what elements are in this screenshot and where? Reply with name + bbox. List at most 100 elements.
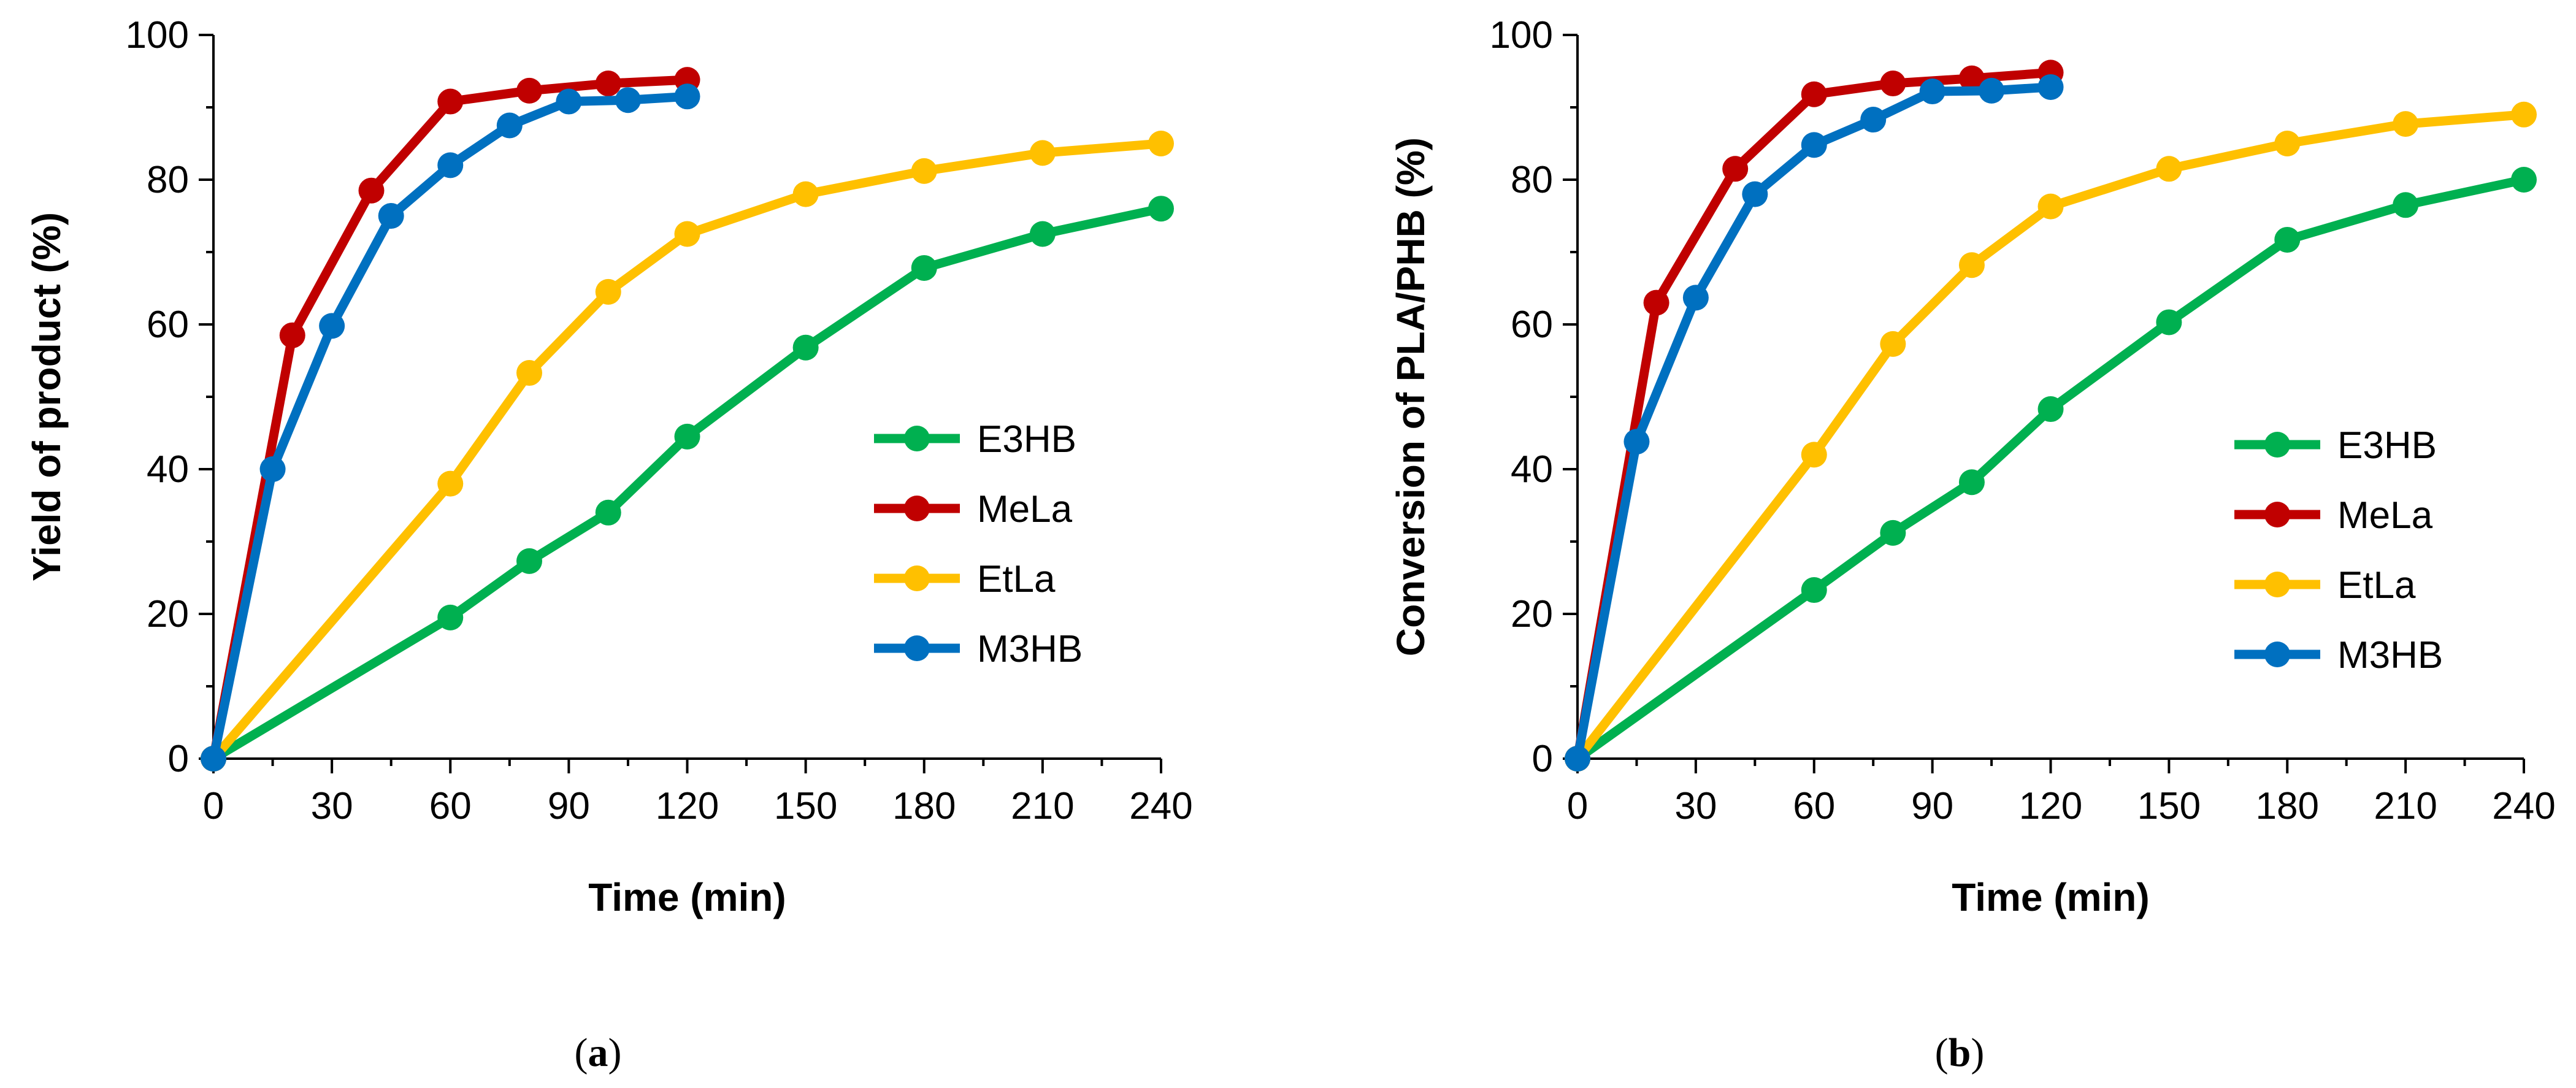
data-point <box>358 177 385 204</box>
data-point <box>496 112 523 139</box>
x-tick-label: 210 <box>2374 785 2437 827</box>
data-point <box>1148 196 1174 222</box>
x-axis-title: Time (min) <box>1952 875 2149 919</box>
x-tick-label: 120 <box>2019 785 2082 827</box>
y-tick-label: 80 <box>147 159 189 201</box>
data-point <box>674 423 700 450</box>
series-M3HB <box>1565 74 2064 772</box>
legend-label: MeLa <box>2337 494 2433 537</box>
data-point <box>2511 167 2537 193</box>
x-tick-label: 30 <box>1674 785 1717 827</box>
x-tick-label: 180 <box>892 785 956 827</box>
series-E3HB <box>1565 167 2537 772</box>
data-point <box>556 88 582 115</box>
legend-label: MeLa <box>977 488 1073 531</box>
data-point <box>911 255 937 281</box>
data-point <box>1801 81 1827 107</box>
series-E3HB <box>201 196 1174 772</box>
legend-label: EtLa <box>977 558 1056 600</box>
data-point <box>2393 192 2419 218</box>
data-point <box>378 203 404 229</box>
x-axis-title: Time (min) <box>588 875 786 919</box>
y-tick-label: 80 <box>1511 159 1553 201</box>
chart-panel-a: 0 20 40 60 80 100 0 30 60 90 120 150 180 210 240 Time (… <box>25 14 1193 1075</box>
data-point <box>2274 226 2301 253</box>
legend: E3HB MeLa EtLa M3HB <box>874 418 1083 670</box>
x-tick-label: 60 <box>429 785 472 827</box>
series-MeLa <box>1565 59 2064 772</box>
x-tick-label: 180 <box>2256 785 2319 827</box>
y-axis-title: Yield of product (%) <box>25 212 69 581</box>
data-point <box>2393 111 2419 137</box>
data-point <box>1801 132 1827 158</box>
legend-label: EtLa <box>2337 564 2416 607</box>
legend-marker <box>904 426 930 451</box>
data-point <box>1958 469 1985 496</box>
data-point <box>2037 396 2064 423</box>
data-point <box>1880 519 1906 546</box>
data-point <box>2156 309 2182 335</box>
data-point <box>1958 252 1985 278</box>
data-point <box>319 313 345 339</box>
x-tick-label: 210 <box>1011 785 1074 827</box>
x-tick-label: 150 <box>774 785 837 827</box>
y-tick-label: 20 <box>1511 593 1553 635</box>
chart-panel-b: 0 20 40 60 80 100 0 30 60 90 120 150 180 210 240 Time (… <box>1389 14 2556 1075</box>
data-point <box>1029 140 1056 166</box>
data-point <box>792 181 819 207</box>
data-point <box>259 456 286 482</box>
x-tick-label: 150 <box>2137 785 2201 827</box>
data-point <box>1880 71 1906 97</box>
data-point <box>911 158 937 184</box>
data-point <box>1682 285 1709 311</box>
legend-label: E3HB <box>977 418 1076 461</box>
y-tick-label: 0 <box>1532 738 1553 780</box>
data-point <box>595 499 621 526</box>
data-point <box>674 221 700 247</box>
panel-caption: (b) <box>1935 1030 1985 1075</box>
data-point <box>1919 79 1945 105</box>
data-point <box>279 322 305 348</box>
data-point <box>595 71 621 97</box>
data-point <box>2511 101 2537 128</box>
x-tick-label: 60 <box>1793 785 1835 827</box>
legend-marker <box>2264 642 2290 667</box>
data-point <box>1860 107 1887 133</box>
data-point <box>437 88 464 115</box>
y-tick-label: 60 <box>147 304 189 346</box>
data-point <box>792 334 819 361</box>
legend-marker <box>2264 502 2290 527</box>
y-tick-label: 40 <box>1511 448 1553 491</box>
data-point <box>2274 131 2301 156</box>
y-tick-label: 40 <box>147 448 189 491</box>
y-tick-label: 100 <box>126 14 189 56</box>
series-line <box>209 91 692 764</box>
data-point <box>1565 746 1590 772</box>
data-point <box>1029 221 1056 247</box>
legend-marker <box>2264 432 2290 458</box>
data-point <box>1880 331 1906 357</box>
legend-marker <box>904 565 930 591</box>
data-point <box>437 604 464 630</box>
data-point <box>615 87 641 113</box>
data-point <box>201 746 226 772</box>
series-line <box>1573 82 2055 764</box>
data-point <box>516 548 542 574</box>
data-point <box>516 77 542 104</box>
panel-caption: (a) <box>575 1030 622 1075</box>
legend: E3HB MeLa EtLa M3HB <box>2234 424 2443 676</box>
x-tick-label: 90 <box>548 785 590 827</box>
data-point <box>595 278 621 305</box>
data-point <box>2037 74 2064 100</box>
data-point <box>1643 289 1669 316</box>
legend-marker <box>904 496 930 521</box>
legend-label: M3HB <box>977 628 1083 670</box>
data-point <box>1801 577 1827 603</box>
y-tick-label: 60 <box>1511 304 1553 346</box>
x-tick-label: 120 <box>656 785 719 827</box>
series-EtLa <box>1565 101 2537 772</box>
x-tick-label: 0 <box>1567 785 1588 827</box>
x-tick-label: 90 <box>1911 785 1953 827</box>
y-tick-label: 20 <box>147 593 189 635</box>
legend-label: E3HB <box>2337 424 2437 467</box>
